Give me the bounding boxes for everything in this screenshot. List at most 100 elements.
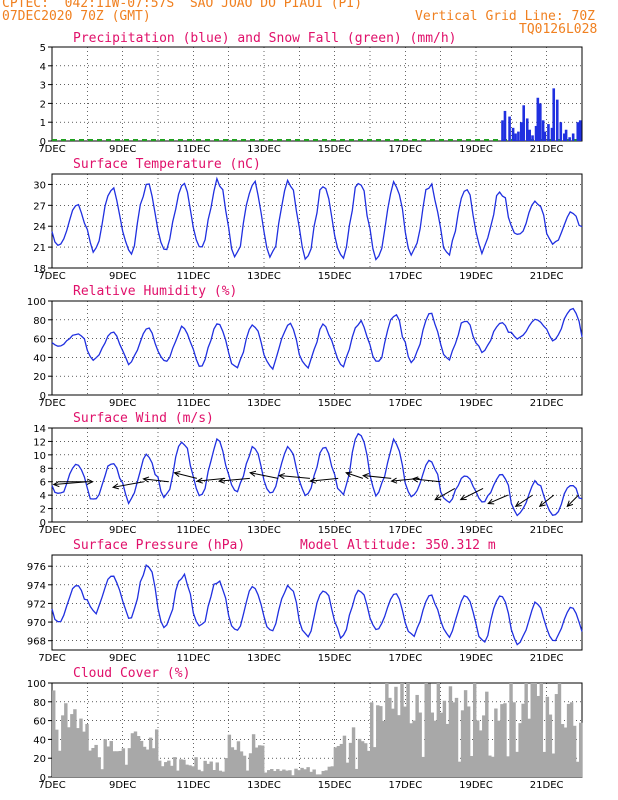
x-tick-label: 19DEC [459, 780, 493, 791]
x-tick-label: 7DEC [38, 398, 65, 409]
cloud-cover-bar [176, 770, 180, 777]
wind-vector [197, 477, 226, 482]
precip-bar [568, 137, 571, 141]
cloud-cover-bar [124, 764, 129, 777]
cloud-cover-bar [357, 738, 362, 777]
y-tick-label: 24 [33, 222, 46, 233]
cloud-cover-bar [260, 745, 265, 777]
x-tick-label: 9DEC [109, 653, 136, 664]
cloud-cover-bar [254, 747, 259, 777]
cloud-cover-bar [73, 709, 77, 777]
cloud-cover-bar [494, 708, 498, 777]
cloud-cover-bar [115, 751, 120, 777]
cloud-cover-bar [245, 770, 250, 777]
y-tick-label: 80 [33, 698, 46, 709]
cloud-cover-bar [264, 772, 268, 777]
panel-title: Precipitation (blue) and Snow Fall (gree… [73, 31, 457, 46]
cloud-cover-bar [451, 702, 456, 777]
y-tick-label: 14 [33, 424, 46, 435]
wind-vector-head [173, 471, 181, 477]
cloud-cover-bar [391, 708, 395, 777]
cloud-cover-bar [251, 734, 256, 777]
y-tick-label: 20 [33, 372, 46, 383]
cloud-cover-bar [230, 747, 235, 777]
cloud-cover-bar [454, 697, 459, 777]
x-tick-label: 15DEC [318, 780, 352, 791]
x-tick-label: 11DEC [176, 271, 210, 282]
precip-bar [522, 105, 525, 141]
wind-vector [345, 472, 364, 479]
cloud-cover-bar [324, 770, 328, 777]
cloud-cover-bar [339, 743, 344, 777]
x-tick-label: 21DEC [530, 653, 564, 664]
x-tick-label: 9DEC [109, 144, 136, 155]
wind-vector-head [87, 478, 94, 485]
wind-vector-head [362, 473, 370, 480]
cloud-cover-bar [97, 757, 101, 777]
y-tick-label: 0 [40, 773, 46, 784]
x-tick-label: 15DEC [318, 271, 352, 282]
series-line [51, 307, 583, 371]
cloud-cover-bar [273, 771, 277, 777]
series-line [51, 176, 583, 261]
precip-bar [519, 122, 523, 141]
cloud-cover-bar [491, 756, 495, 777]
y-tick-label: 0 [40, 391, 46, 402]
cloud-cover-bar [209, 761, 213, 777]
x-tick-label: 7DEC [38, 525, 65, 536]
y-tick-label: 60 [33, 717, 46, 728]
precip-bar [531, 135, 534, 141]
cloud-cover-bar [442, 700, 447, 777]
cloud-cover-bar [533, 683, 537, 777]
cloud-cover-bar [460, 710, 465, 777]
y-tick-label: 40 [33, 735, 46, 746]
cloud-cover-bar [370, 702, 374, 777]
cloud-cover-bar [463, 690, 468, 777]
wind-vector [112, 481, 144, 488]
precip-bar [541, 120, 545, 141]
cloud-cover-bar [282, 769, 286, 777]
cloud-cover-bar [136, 736, 141, 777]
cloud-cover-bar [148, 737, 153, 777]
cloud-cover-bar [221, 771, 226, 777]
x-tick-label: 9DEC [109, 271, 136, 282]
y-tick-label: 5 [40, 43, 46, 54]
cloud-cover-bar [488, 755, 492, 777]
precip-bar [571, 133, 575, 141]
cloud-cover-bar [500, 704, 504, 777]
precip-bar [528, 129, 532, 141]
wind-vector [566, 494, 579, 507]
cloud-cover-bar [91, 747, 95, 777]
cloud-cover-bar [351, 727, 356, 777]
wind-vector [488, 494, 508, 505]
wind-vector [310, 477, 339, 482]
series-line [51, 432, 583, 517]
x-tick-label: 13DEC [247, 271, 281, 282]
cloud-cover-bar [206, 763, 210, 777]
cloud-cover-bar [497, 720, 501, 777]
cloud-cover-bar [291, 775, 295, 777]
wind-vector-head [249, 470, 257, 477]
cloud-cover-bar [336, 745, 341, 777]
cloud-cover-bar [542, 751, 547, 777]
precip-bar [534, 125, 538, 141]
panel-frame [51, 554, 583, 651]
cloud-cover-bar [61, 715, 65, 777]
cloud-cover-bar [164, 762, 168, 777]
x-tick-label: 17DEC [388, 144, 422, 155]
cloud-cover-bar [224, 758, 229, 777]
cloud-cover-bar [170, 765, 174, 777]
wind-vector-head [111, 483, 119, 490]
cloud-cover-bar [524, 683, 528, 777]
cloud-cover-bar [109, 741, 113, 777]
x-tick-label: 7DEC [38, 780, 65, 791]
x-tick-label: 15DEC [318, 398, 352, 409]
x-tick-label: 11DEC [176, 144, 210, 155]
y-tick-label: 10 [33, 451, 46, 462]
cloud-cover-bar [515, 751, 519, 777]
x-tick-label: 9DEC [109, 525, 136, 536]
cloud-cover-bar [197, 769, 201, 777]
cloud-cover-bar [403, 706, 407, 777]
x-tick-label: 19DEC [459, 144, 493, 155]
cloud-cover-bar [348, 742, 353, 777]
